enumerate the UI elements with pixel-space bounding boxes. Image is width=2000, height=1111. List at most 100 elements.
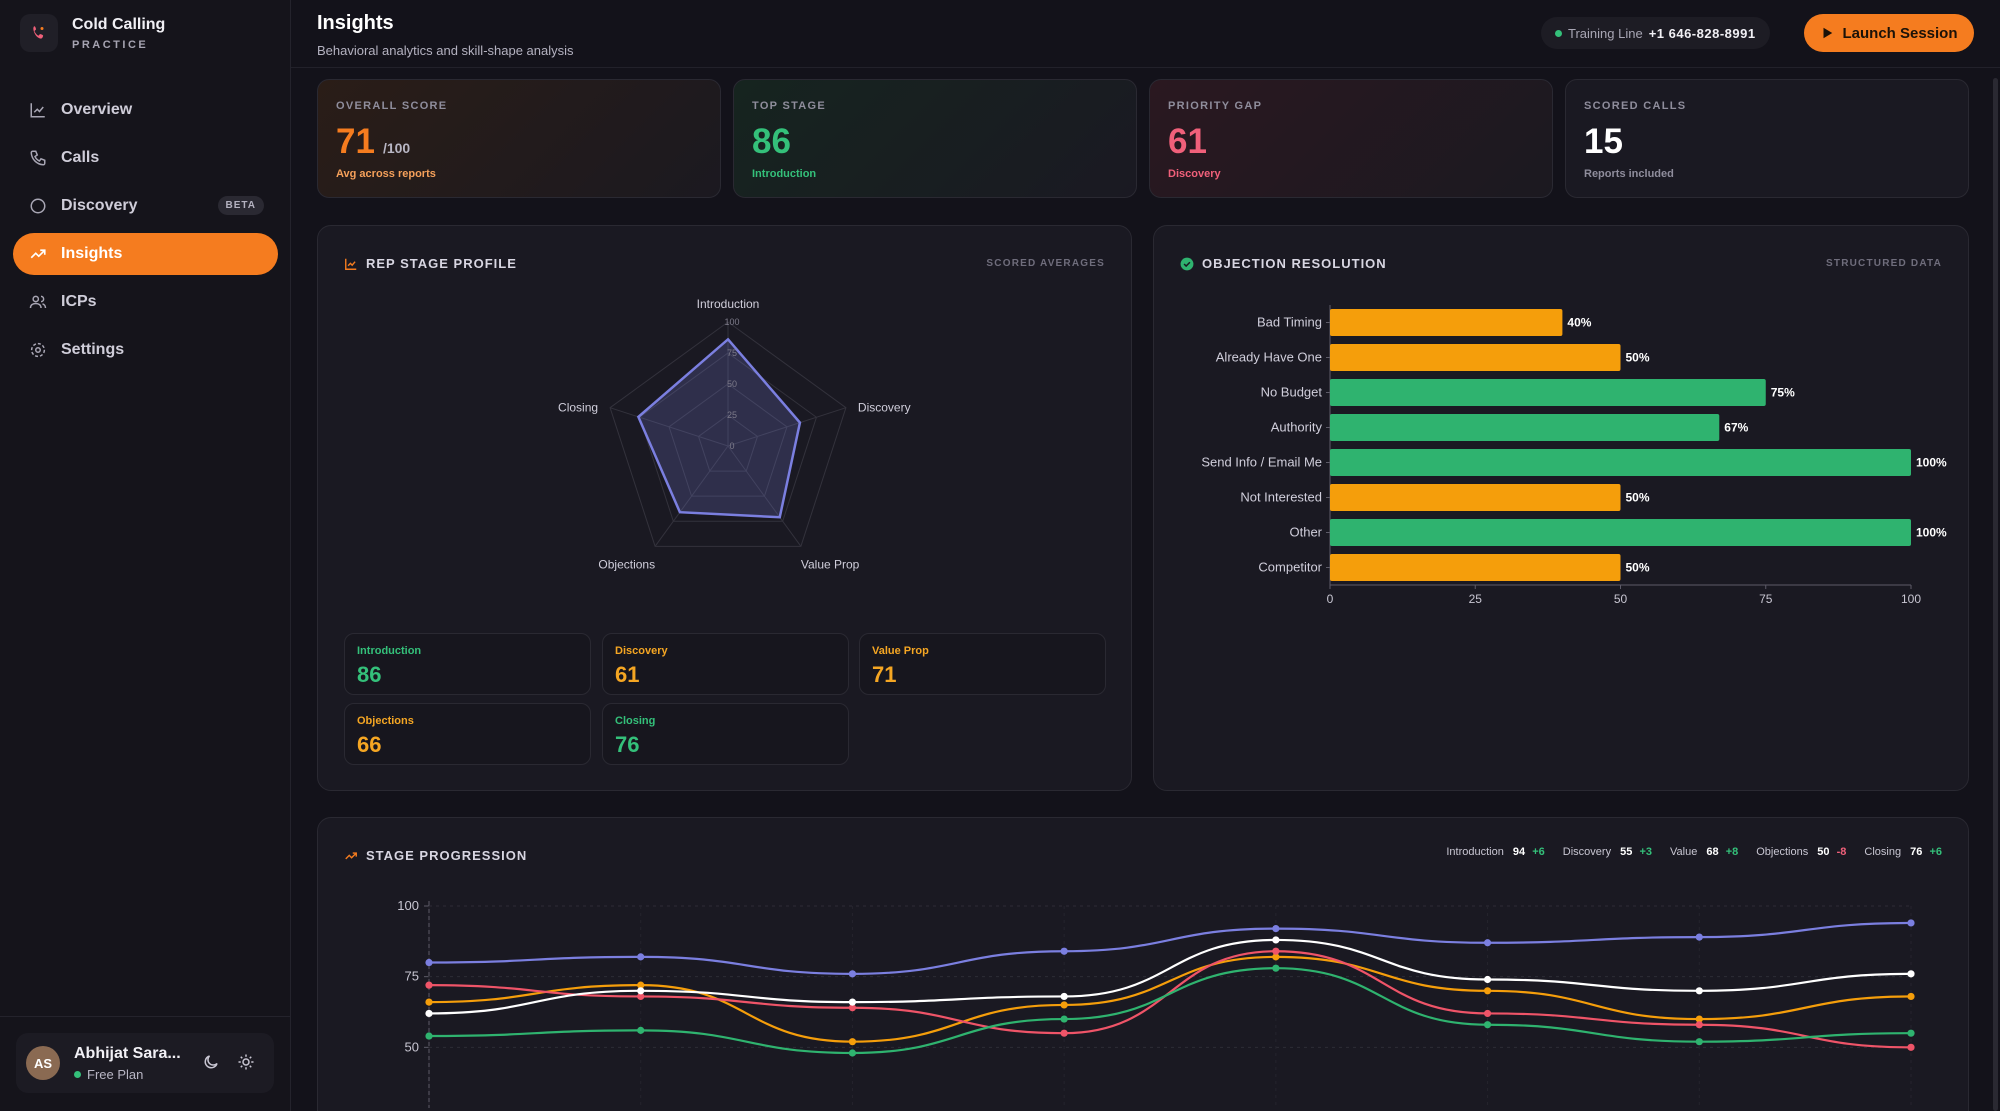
bar [1330,309,1563,336]
stat-label: TOP STAGE [752,100,827,112]
objection-resolution-panel: OBJECTION RESOLUTION STRUCTURED DATA Bad… [1153,225,1969,791]
legend-item-closing[interactable]: Closing 76 +6 [1864,846,1942,858]
line-point [848,1049,857,1057]
page-title: Insights [317,12,394,34]
legend-item-value[interactable]: Value 68 +8 [1670,846,1738,858]
stat-label: OVERALL SCORE [336,100,448,112]
sidebar-item-overview[interactable]: Overview [13,89,278,131]
bar [1330,344,1621,371]
stat-card-priority-gap: PRIORITY GAP 61 Discovery [1149,79,1553,198]
radar-grid-ring [697,414,759,472]
line-point [1060,947,1068,955]
sidebar-item-insights[interactable]: Insights [13,233,278,275]
rep-stage-profile-panel: REP STAGE PROFILE SCORED AVERAGES 0 25 50 7… [317,225,1132,791]
line-point [425,1032,433,1040]
stat-label: SCORED CALLS [1584,100,1687,112]
line-series-objections [428,950,1912,1049]
stage-progression-panel: STAGE PROGRESSION Introduction 94 +6 Dis… [317,817,1969,1111]
trending-up-icon [344,849,358,863]
panel-title-label: OBJECTION RESOLUTION [1202,256,1387,271]
line-point [1695,933,1703,941]
sidebar-item-icps[interactable]: ICPs [13,281,278,323]
bar [1330,414,1720,441]
progression-legend: Introduction 94 +6 Discovery 55 +3 Value… [1428,846,1942,858]
stat-foot: Reports included [1584,168,1674,180]
line-y-tick-label: 75 [405,969,419,984]
training-line-label: Training Line [1568,25,1643,41]
legend-value: 68 [1706,846,1719,858]
stat-foot: Discovery [1168,168,1221,180]
score-tile-label: Introduction [357,645,422,657]
stat-number: 86 [752,122,791,161]
bar-value-label: 75% [1771,386,1795,400]
stat-card-scored-calls: SCORED CALLS 15 Reports included [1565,79,1969,198]
radar-chart: 0 25 50 75 100 Introduction Discovery Value Pro… [558,297,911,571]
user-card[interactable]: AS Abhijat Sara... Free Plan [16,1033,274,1093]
bar-x-tick-label: 100 [1901,592,1921,606]
legend-value: 50 [1817,846,1830,858]
score-tile-value: 86 [357,662,382,687]
sidebar-item-label: Settings [61,341,125,358]
line-point [848,970,857,978]
bar-category-label: Send Info / Email Me [1201,455,1322,470]
score-tile-discovery: Discovery 61 [602,633,849,695]
training-line[interactable]: Training Line +1 646-828-8991 [1541,17,1770,49]
stat-suffix: /100 [382,140,411,156]
score-tile-objections: Objections 66 [344,703,591,765]
stat-foot: Introduction [752,168,817,180]
check-circle-icon [1180,257,1194,271]
line-point [1483,939,1492,947]
score-tile-value-prop: Value Prop 71 [859,633,1106,695]
legend-item-introduction[interactable]: Introduction 94 +6 [1446,846,1544,858]
legend-value: 55 [1620,846,1633,858]
line-point [1272,953,1280,961]
launch-session-button[interactable]: Launch Session [1804,14,1974,52]
line-point [425,1009,433,1018]
bar [1330,449,1911,476]
line-point [425,998,433,1006]
line-point [848,1004,857,1012]
line-series-value [428,955,1912,1043]
radar-spoke [654,445,729,547]
legend-item-discovery[interactable]: Discovery 55 +3 [1563,846,1652,858]
user-plan: Free Plan [74,1067,181,1082]
stat-card-top-stage: TOP STAGE 86 Introduction [733,79,1137,198]
bar-category-label: Competitor [1258,560,1322,575]
divider [0,1016,291,1017]
line-y-tick-label: 100 [397,898,419,913]
bar-value-label: 40% [1567,316,1591,330]
line-point [1060,1029,1068,1037]
legend-delta: +8 [1725,846,1739,858]
bar-x-tick-label: 75 [1759,592,1773,606]
score-tile-label: Objections [357,715,414,727]
bar-category-label: Already Have One [1216,350,1322,365]
radar-tick-label: 0 [729,441,734,451]
sun-icon[interactable] [237,1053,257,1073]
gear-icon [29,341,47,359]
panel-title-label: REP STAGE PROFILE [366,256,517,271]
panel-title: REP STAGE PROFILE [344,256,517,271]
bar-category-label: Not Interested [1240,490,1322,505]
radar-grid-ring [609,321,847,547]
sidebar-item-label: ICPs [61,293,97,310]
sidebar-item-settings[interactable]: Settings [13,329,278,371]
line-point [637,1026,645,1034]
sidebar-item-label: Calls [61,149,100,166]
bar-value-label: 50% [1626,561,1650,575]
bar [1330,519,1911,546]
stat-label: PRIORITY GAP [1168,100,1263,112]
scrollbar[interactable] [1993,78,1998,1111]
legend-delta: +6 [1929,846,1942,858]
users-icon [29,293,47,311]
status-dot-icon [74,1070,81,1078]
sidebar-item-calls[interactable]: Calls [13,137,278,179]
legend-item-objections[interactable]: Objections 50 -8 [1756,846,1846,858]
radar-axis-label: Closing [558,401,598,415]
panel-tag: STRUCTURED DATA [1826,258,1942,269]
moon-icon[interactable] [202,1053,222,1073]
score-tile-label: Value Prop [872,645,929,657]
sidebar-item-discovery[interactable]: Discovery BETA [13,185,278,227]
brand[interactable]: Cold Calling PRACTICE [20,14,165,52]
bar-x-tick-label: 50 [1614,592,1628,606]
training-line-number: +1 646-828-8991 [1648,25,1756,41]
